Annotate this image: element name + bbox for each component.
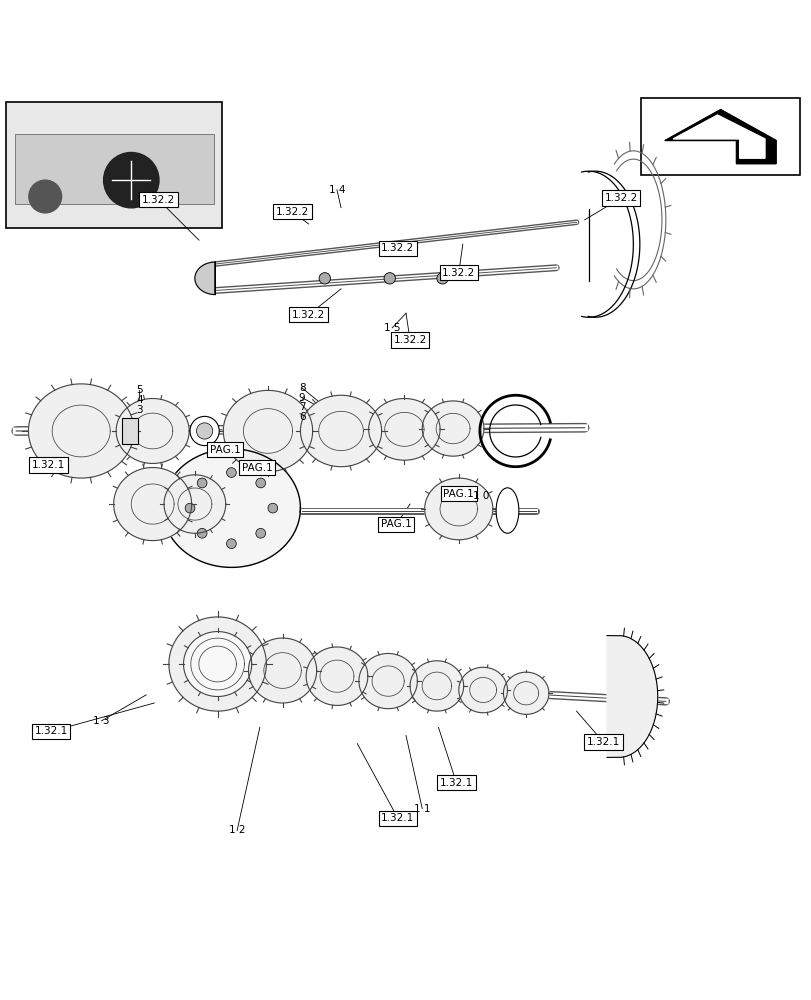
Circle shape [255, 528, 265, 538]
Circle shape [226, 539, 236, 549]
Polygon shape [183, 632, 251, 697]
Polygon shape [672, 115, 764, 158]
Polygon shape [424, 478, 492, 540]
Text: 7: 7 [298, 402, 305, 412]
Polygon shape [410, 661, 463, 711]
Polygon shape [248, 638, 316, 703]
Polygon shape [458, 667, 507, 713]
FancyBboxPatch shape [641, 98, 799, 175]
Polygon shape [28, 384, 134, 478]
Text: 1.32.2: 1.32.2 [442, 268, 474, 278]
Circle shape [226, 468, 236, 477]
Text: 5: 5 [136, 385, 143, 395]
Circle shape [185, 503, 195, 513]
Circle shape [268, 503, 277, 513]
Text: 1.32.1: 1.32.1 [35, 726, 67, 736]
Text: 1 5: 1 5 [384, 323, 400, 333]
Circle shape [255, 478, 265, 488]
Polygon shape [114, 468, 191, 541]
Text: 1.32.1: 1.32.1 [32, 460, 65, 470]
Text: 1.32.2: 1.32.2 [604, 193, 637, 203]
Polygon shape [169, 617, 266, 711]
Text: 1 1: 1 1 [414, 804, 430, 814]
Circle shape [436, 273, 448, 284]
Text: 1.32.2: 1.32.2 [393, 335, 426, 345]
FancyBboxPatch shape [6, 102, 221, 228]
Text: 1.32.1: 1.32.1 [381, 813, 414, 823]
Text: 4: 4 [136, 395, 143, 405]
Text: 1.32.2: 1.32.2 [292, 310, 324, 320]
Text: 1 2: 1 2 [229, 825, 245, 835]
FancyBboxPatch shape [122, 418, 138, 444]
Circle shape [190, 416, 219, 446]
Polygon shape [368, 399, 440, 460]
Text: PAG.1: PAG.1 [209, 445, 240, 455]
Circle shape [197, 478, 207, 488]
Text: 1.32.1: 1.32.1 [440, 778, 472, 788]
Circle shape [319, 273, 330, 284]
Circle shape [197, 528, 207, 538]
Text: 1.32.1: 1.32.1 [586, 737, 619, 747]
Text: 6: 6 [298, 412, 305, 422]
Text: 1.32.2: 1.32.2 [142, 195, 174, 205]
FancyBboxPatch shape [15, 134, 213, 204]
Polygon shape [503, 672, 548, 714]
Text: 3: 3 [136, 405, 143, 415]
Text: 1.32.2: 1.32.2 [276, 207, 308, 217]
Text: PAG.1: PAG.1 [443, 489, 474, 499]
Polygon shape [306, 647, 367, 705]
Polygon shape [116, 399, 189, 463]
Polygon shape [195, 262, 215, 295]
Polygon shape [223, 390, 312, 472]
Ellipse shape [496, 488, 518, 533]
Text: 9: 9 [298, 393, 305, 403]
Polygon shape [164, 475, 225, 533]
Text: 8: 8 [298, 383, 305, 393]
Circle shape [196, 423, 212, 439]
Polygon shape [300, 395, 381, 467]
Text: PAG.1: PAG.1 [380, 519, 411, 529]
Circle shape [29, 180, 62, 213]
Polygon shape [422, 401, 483, 456]
Polygon shape [162, 449, 300, 567]
Text: 1 3: 1 3 [93, 716, 109, 726]
Circle shape [104, 152, 159, 208]
Text: PAG.1: PAG.1 [242, 463, 272, 473]
Text: 1 0: 1 0 [472, 491, 488, 501]
Text: 1 4: 1 4 [328, 185, 345, 195]
Circle shape [384, 273, 395, 284]
Polygon shape [358, 653, 417, 709]
Polygon shape [664, 110, 775, 164]
Polygon shape [607, 636, 657, 757]
Text: 1.32.2: 1.32.2 [381, 243, 414, 253]
